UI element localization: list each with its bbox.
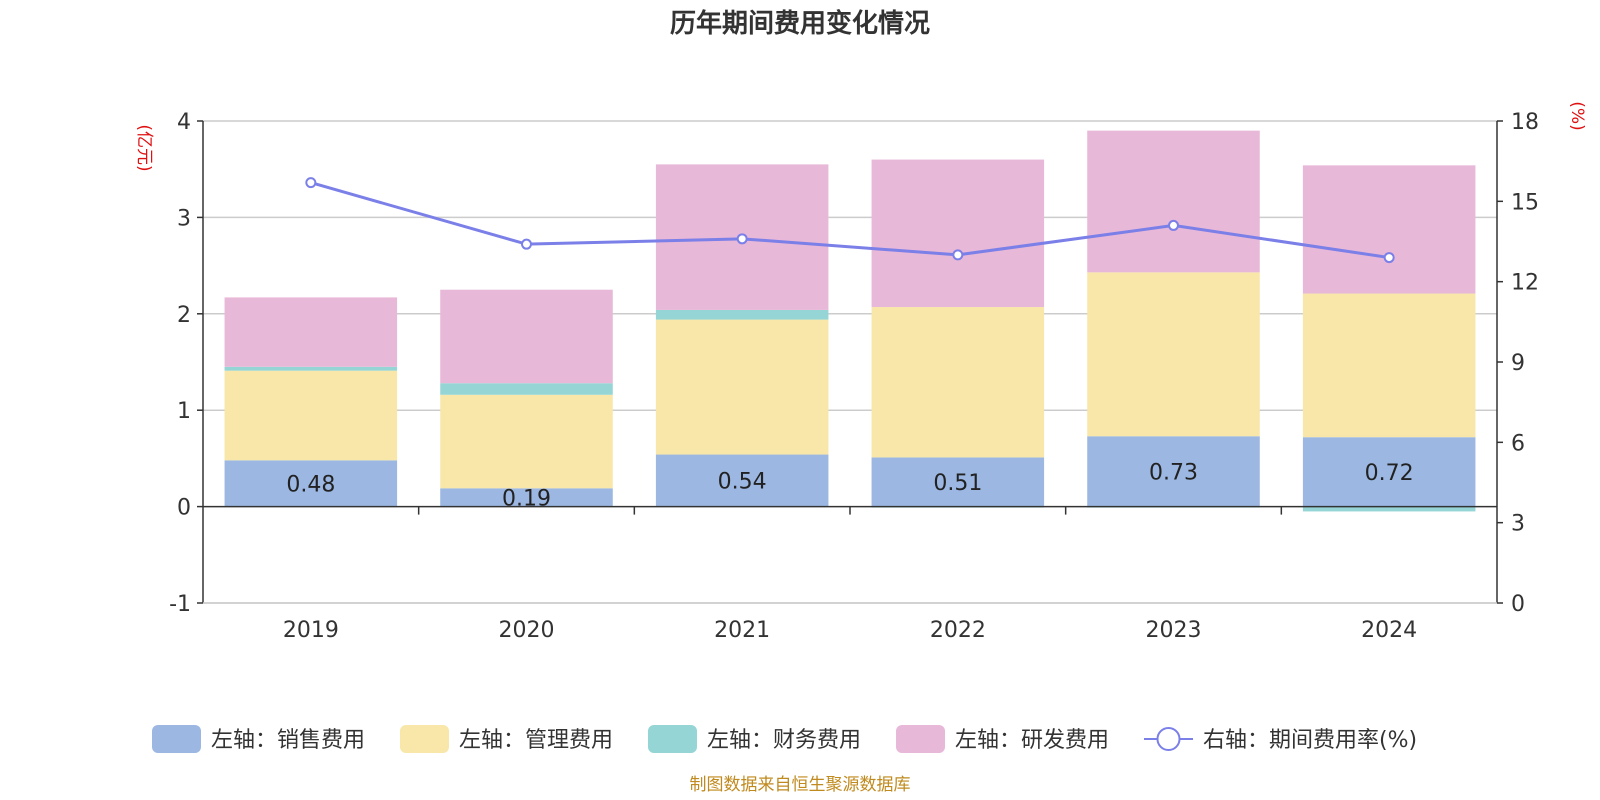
legend-swatch bbox=[152, 725, 201, 753]
right-tick-label: 18 bbox=[1511, 110, 1539, 135]
legend-label: 左轴：研发费用 bbox=[955, 728, 1109, 753]
legend-swatch bbox=[648, 725, 697, 753]
bar-series bbox=[224, 130, 1476, 512]
bar-1-2019 bbox=[224, 370, 398, 461]
bar-0-2022 bbox=[871, 457, 1045, 507]
rate-point-2019 bbox=[305, 177, 317, 189]
right-tick-label: 0 bbox=[1511, 592, 1525, 617]
rate-line bbox=[310, 181, 1390, 260]
bar-3-2024 bbox=[1302, 165, 1476, 294]
left-tick-label: 1 bbox=[177, 399, 191, 424]
bar-data-label: 0.54 bbox=[718, 470, 767, 495]
bar-data-label: 0.48 bbox=[286, 472, 335, 497]
bar-3-2019 bbox=[224, 297, 398, 367]
right-tick-label: 9 bbox=[1511, 351, 1525, 376]
bar-2-2024 bbox=[1302, 506, 1476, 512]
right-axis-unit: (%) bbox=[1567, 101, 1587, 130]
right-tick-label: 3 bbox=[1511, 512, 1525, 537]
right-tick-label: 12 bbox=[1511, 271, 1539, 296]
source-note: 制图数据来自恒生聚源数据库 bbox=[690, 775, 911, 795]
bar-3-2022 bbox=[871, 159, 1045, 308]
rate-point-2024 bbox=[1383, 252, 1395, 264]
rate-point-2023 bbox=[1168, 219, 1179, 231]
bar-2-2021 bbox=[655, 309, 829, 320]
bar-1-2023 bbox=[1087, 272, 1260, 437]
category-label: 2021 bbox=[714, 618, 770, 643]
left-tick-label: 2 bbox=[177, 303, 191, 328]
bar-1-2021 bbox=[655, 319, 829, 455]
category-label: 2024 bbox=[1361, 618, 1417, 643]
legend-label: 左轴：管理费用 bbox=[459, 728, 613, 753]
bar-data-label: 0.51 bbox=[933, 471, 982, 496]
legend-marker bbox=[1156, 727, 1181, 751]
rate-point-2022 bbox=[952, 249, 964, 261]
legend: 左轴：销售费用 左轴：管理费用 左轴：财务费用 左轴：研发费用 右轴：期间费用率(%) bbox=[152, 725, 1417, 753]
bar-1-2020 bbox=[440, 394, 613, 489]
rate-point-2021 bbox=[736, 233, 748, 245]
category-label: 2019 bbox=[283, 618, 339, 643]
legend-label: 左轴：财务费用 bbox=[707, 728, 861, 753]
bar-0-2020 bbox=[440, 488, 613, 507]
bar-0-2024 bbox=[1302, 437, 1476, 507]
legend-label: 右轴：期间费用率(%) bbox=[1203, 728, 1417, 753]
chart-title: 历年期间费用变化情况 bbox=[670, 8, 930, 39]
data-labels: 0.48 0.19 0.54 0.51 0.73 0.72 bbox=[286, 460, 1413, 511]
right-tick-label: 6 bbox=[1511, 431, 1525, 456]
category-label: 2022 bbox=[930, 618, 986, 643]
bar-0-2023 bbox=[1087, 436, 1260, 507]
bar-0-2021 bbox=[655, 454, 829, 507]
category-label: 2023 bbox=[1146, 618, 1202, 643]
legend-label: 左轴：销售费用 bbox=[211, 728, 365, 753]
right-tick-label: 15 bbox=[1511, 190, 1539, 215]
bar-1-2024 bbox=[1302, 293, 1476, 438]
rate-line-series bbox=[305, 177, 1395, 264]
bar-2-2020 bbox=[440, 383, 613, 395]
bar-0-2019 bbox=[224, 460, 398, 507]
left-tick-label: 0 bbox=[177, 496, 191, 521]
bar-data-label: 0.19 bbox=[502, 486, 551, 511]
left-tick-label: -1 bbox=[169, 592, 191, 617]
bar-data-label: 0.72 bbox=[1365, 461, 1414, 486]
left-axis-unit: (亿元) bbox=[134, 124, 154, 171]
bar-3-2023 bbox=[1087, 130, 1260, 273]
legend-swatch bbox=[896, 725, 945, 753]
left-tick-label: 4 bbox=[177, 110, 191, 135]
bar-data-label: 0.73 bbox=[1149, 460, 1198, 485]
bar-3-2020 bbox=[440, 289, 613, 384]
rate-point-2020 bbox=[521, 238, 532, 250]
legend-swatch bbox=[400, 725, 449, 753]
bar-1-2022 bbox=[871, 307, 1045, 458]
bar-2-2019 bbox=[224, 366, 398, 371]
left-tick-label: 3 bbox=[177, 206, 191, 231]
category-label: 2020 bbox=[499, 618, 555, 643]
